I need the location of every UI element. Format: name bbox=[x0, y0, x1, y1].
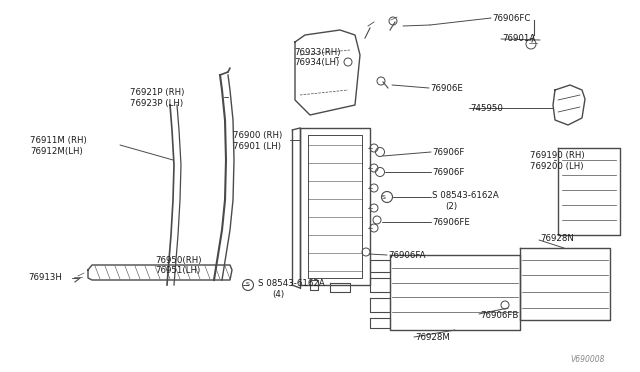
Text: 76901A: 76901A bbox=[502, 33, 535, 42]
Text: 76912M(LH): 76912M(LH) bbox=[30, 147, 83, 155]
Text: S: S bbox=[246, 282, 250, 288]
Text: V690008: V690008 bbox=[570, 356, 605, 365]
Text: 76923P (LH): 76923P (LH) bbox=[130, 99, 183, 108]
Text: 76951(LH): 76951(LH) bbox=[155, 266, 200, 276]
Text: 76928M: 76928M bbox=[415, 334, 450, 343]
Text: (4): (4) bbox=[272, 289, 284, 298]
Text: 769190 (RH): 769190 (RH) bbox=[530, 151, 584, 160]
Text: 76933(RH): 76933(RH) bbox=[294, 48, 340, 57]
Text: 76950(RH): 76950(RH) bbox=[155, 256, 202, 264]
Text: (2): (2) bbox=[445, 202, 457, 211]
Text: 76906E: 76906E bbox=[430, 83, 463, 93]
Text: 76906FB: 76906FB bbox=[480, 311, 518, 320]
Text: 76906F: 76906F bbox=[432, 167, 465, 176]
Text: 76906FC: 76906FC bbox=[492, 13, 531, 22]
Text: 76911M (RH): 76911M (RH) bbox=[30, 135, 87, 144]
Text: 76928N: 76928N bbox=[540, 234, 574, 243]
Text: 76901 (LH): 76901 (LH) bbox=[233, 141, 281, 151]
Text: S: S bbox=[382, 195, 386, 199]
Text: S 08543-6162A: S 08543-6162A bbox=[432, 190, 499, 199]
Text: 76900 (RH): 76900 (RH) bbox=[233, 131, 282, 140]
Text: 745950: 745950 bbox=[470, 103, 503, 112]
Text: 76913H: 76913H bbox=[28, 273, 62, 282]
Text: 76906F: 76906F bbox=[432, 148, 465, 157]
Text: 769200 (LH): 769200 (LH) bbox=[530, 161, 584, 170]
Text: S 08543-6162A: S 08543-6162A bbox=[258, 279, 324, 288]
Text: 76934(LH): 76934(LH) bbox=[294, 58, 339, 67]
Text: 76906FE: 76906FE bbox=[432, 218, 470, 227]
Text: 76921P (RH): 76921P (RH) bbox=[130, 87, 184, 96]
Text: 76906FA: 76906FA bbox=[388, 250, 426, 260]
